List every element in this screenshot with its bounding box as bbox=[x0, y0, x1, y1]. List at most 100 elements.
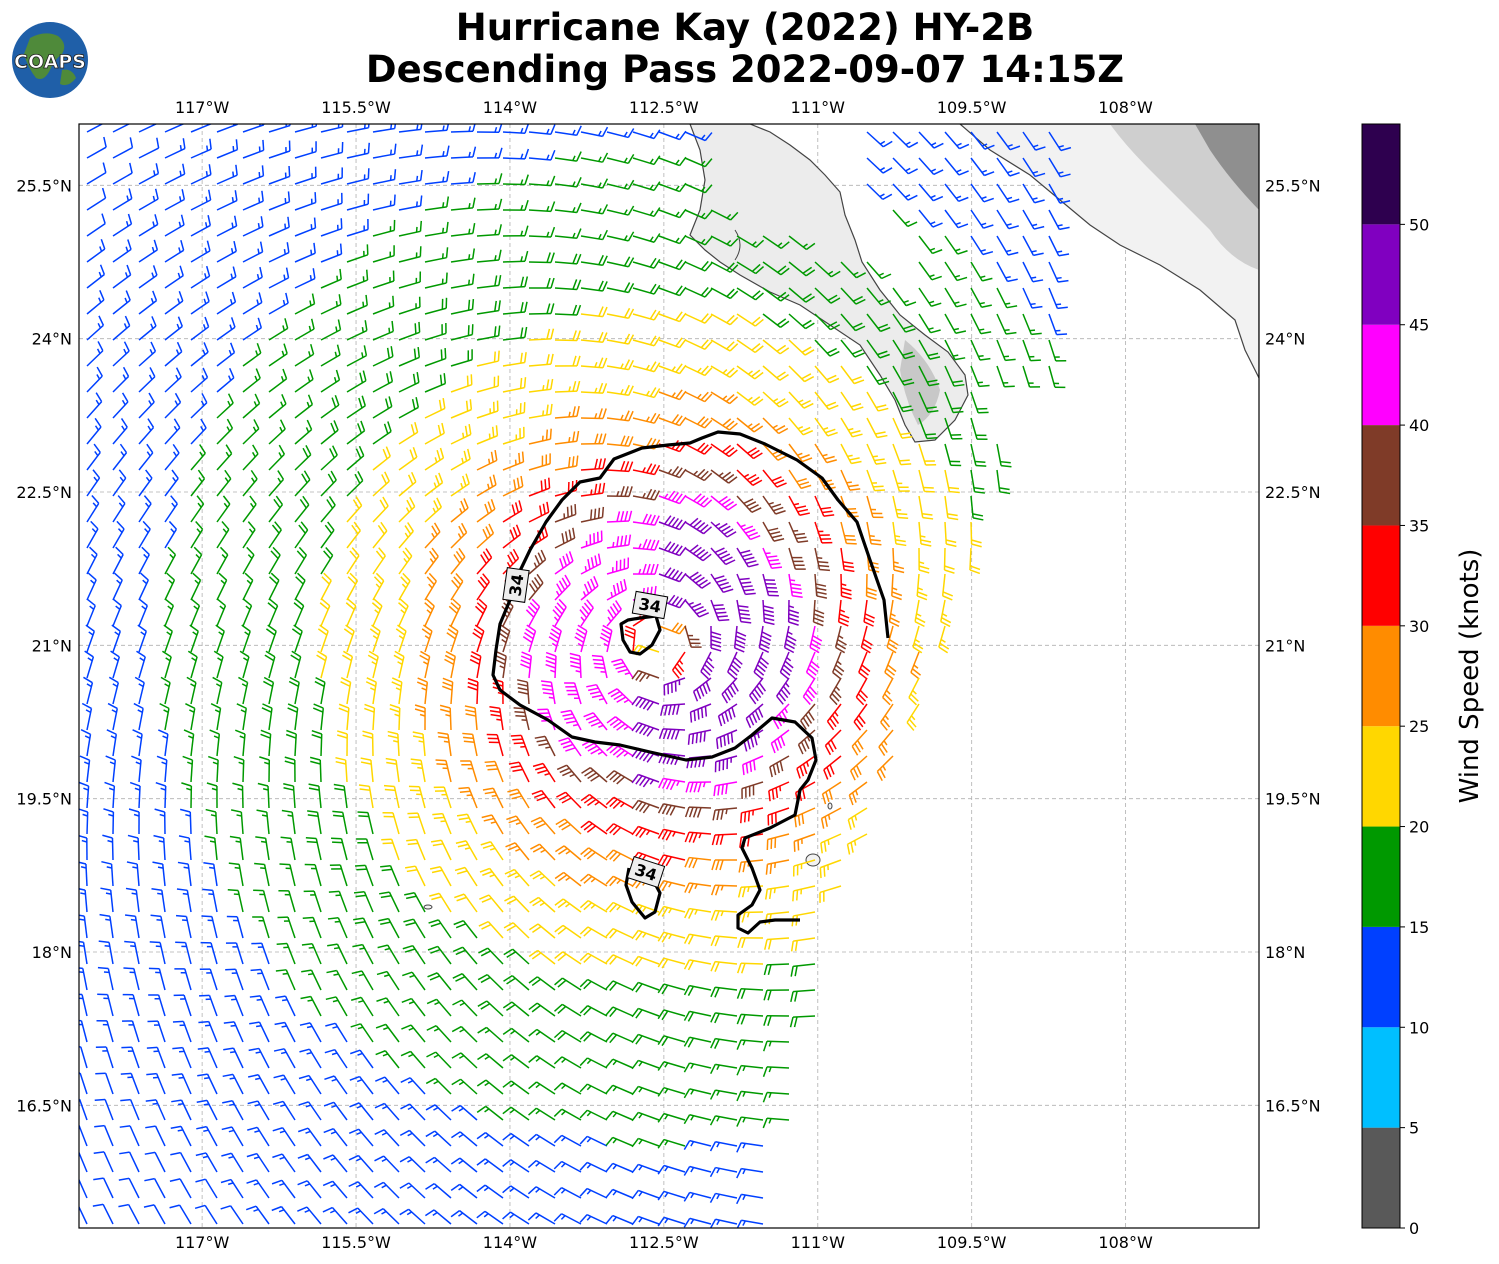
wind-barb bbox=[580, 433, 607, 445]
wind-barb bbox=[353, 890, 374, 913]
wind-barb bbox=[148, 994, 166, 1017]
wind-barb bbox=[527, 1159, 556, 1173]
wind-barb bbox=[683, 1217, 712, 1228]
wind-barb bbox=[450, 172, 476, 185]
colorbar-segment bbox=[1362, 1127, 1400, 1228]
wind-barb bbox=[710, 313, 739, 326]
wind-barb bbox=[502, 475, 524, 497]
wind-barb bbox=[335, 756, 348, 783]
wind-barb bbox=[340, 677, 352, 705]
wind-barb bbox=[108, 676, 120, 705]
wind-barb bbox=[476, 548, 493, 575]
wind-barb bbox=[450, 1183, 478, 1199]
wind-barb bbox=[205, 808, 218, 835]
wind-barb bbox=[866, 365, 890, 386]
wind-barb bbox=[294, 192, 317, 211]
wind-barb bbox=[80, 729, 92, 757]
wind-barb bbox=[606, 557, 630, 575]
wind-barb bbox=[79, 861, 88, 887]
wind-barb bbox=[918, 443, 937, 466]
wind-barb bbox=[294, 242, 316, 263]
wind-barb bbox=[435, 759, 452, 783]
wind-barb bbox=[474, 598, 488, 627]
wind-barb bbox=[580, 254, 608, 267]
wind-barb bbox=[320, 268, 342, 289]
wind-barb bbox=[254, 862, 270, 887]
wind-barb bbox=[657, 957, 686, 969]
wind-barb bbox=[364, 703, 376, 731]
wind-barb bbox=[261, 703, 273, 731]
wind-barb bbox=[554, 405, 580, 419]
wind-barb bbox=[914, 599, 926, 628]
wind-barb bbox=[399, 1129, 426, 1147]
wind-barb bbox=[206, 782, 218, 809]
wind-barb bbox=[605, 1006, 634, 1018]
wind-barb bbox=[657, 1009, 686, 1021]
colorbar-tick-label: 25 bbox=[1409, 717, 1429, 736]
wind-barb bbox=[111, 624, 121, 653]
wind-barb bbox=[764, 885, 790, 900]
wind-barb bbox=[866, 183, 893, 201]
wind-barb bbox=[372, 471, 390, 497]
wind-barb bbox=[305, 836, 322, 861]
wind-barb bbox=[235, 729, 246, 757]
wind-barb bbox=[171, 1073, 192, 1095]
wind-barb bbox=[710, 339, 739, 352]
wind-barb bbox=[736, 573, 756, 596]
wind-barb bbox=[520, 651, 533, 679]
wind-barb bbox=[554, 151, 582, 162]
wind-barb bbox=[154, 808, 166, 835]
wind-barb bbox=[112, 341, 130, 367]
wind-barb bbox=[564, 682, 582, 705]
wind-barb bbox=[424, 497, 442, 523]
wind-barb bbox=[358, 784, 374, 809]
wind-barb bbox=[482, 787, 504, 809]
wind-barb bbox=[346, 370, 367, 393]
wind-barb bbox=[787, 599, 800, 626]
wind-barb bbox=[150, 914, 166, 939]
wind-barb bbox=[918, 417, 938, 440]
wind-barb bbox=[399, 1156, 426, 1173]
wind-barb bbox=[545, 651, 557, 679]
wind-barb bbox=[374, 1102, 400, 1121]
wind-barb bbox=[242, 342, 262, 367]
wind-barb bbox=[502, 1185, 530, 1199]
wind-barb bbox=[1022, 261, 1044, 283]
wind-barb bbox=[294, 293, 316, 315]
wind-barb bbox=[970, 365, 990, 388]
lon-tick-label: 111°W bbox=[791, 1233, 846, 1252]
wind-barb bbox=[840, 573, 852, 600]
wind-barb bbox=[814, 391, 839, 410]
wind-barb bbox=[331, 837, 348, 861]
wind-barb bbox=[129, 781, 141, 809]
wind-barb bbox=[138, 137, 160, 159]
wind-barb bbox=[736, 1064, 764, 1076]
wind-barb bbox=[502, 124, 530, 134]
wind-barb bbox=[715, 729, 738, 749]
wind-barb bbox=[814, 417, 838, 437]
wind-barb bbox=[372, 446, 391, 471]
wind-barb bbox=[86, 443, 101, 471]
wind-barb bbox=[502, 1211, 530, 1225]
wind-barb bbox=[476, 173, 503, 185]
wind-barb bbox=[174, 968, 192, 991]
wind-barb bbox=[851, 729, 868, 756]
contour-label-2: 34 bbox=[631, 590, 669, 620]
wind-barb bbox=[314, 676, 326, 705]
wind-barb bbox=[554, 355, 581, 367]
wind-barb bbox=[294, 343, 315, 367]
wind-barb bbox=[294, 318, 315, 341]
wind-barb bbox=[86, 238, 106, 263]
wind-barb bbox=[450, 146, 477, 159]
wind-barb bbox=[112, 137, 134, 159]
wind-barb bbox=[736, 1219, 764, 1228]
wind-barb bbox=[684, 313, 713, 324]
wind-barb bbox=[476, 300, 501, 315]
wind-barb bbox=[257, 782, 270, 809]
wind-barb bbox=[372, 521, 388, 549]
wind-barb bbox=[268, 267, 290, 289]
lon-tick-label: 117°W bbox=[175, 1233, 230, 1252]
wind-barb bbox=[684, 907, 712, 919]
wind-barb bbox=[943, 547, 955, 574]
wind-barb bbox=[579, 926, 608, 939]
